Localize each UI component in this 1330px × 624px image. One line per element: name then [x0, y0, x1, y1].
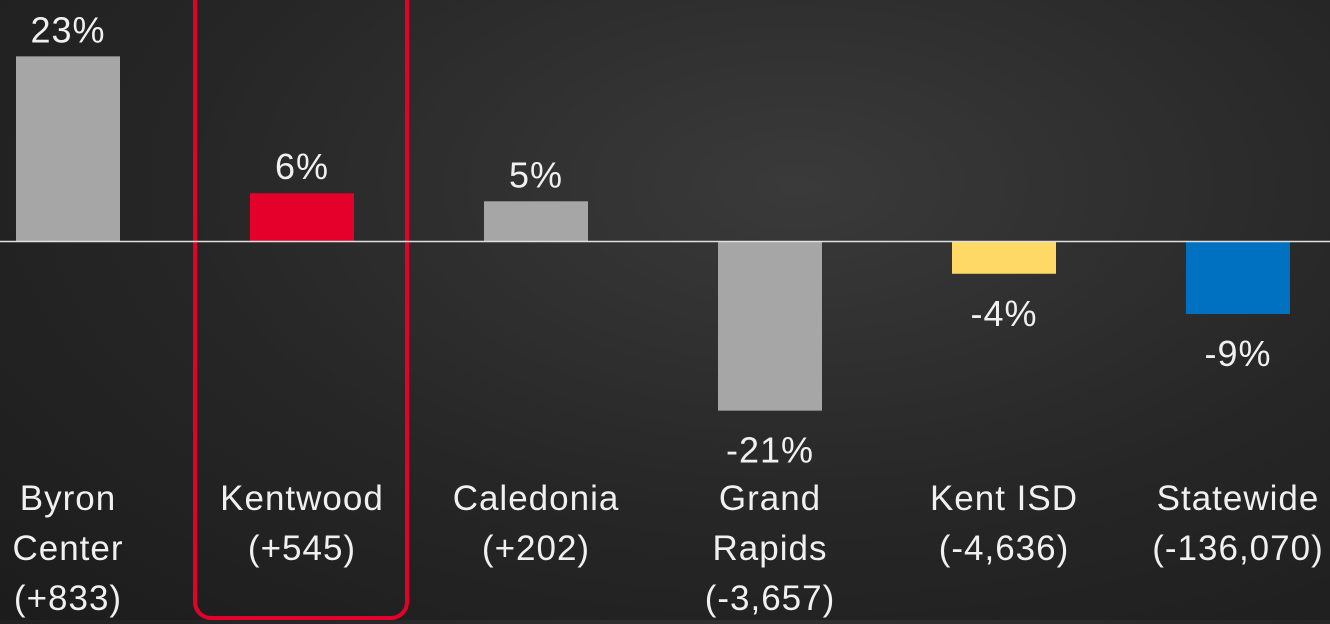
bar: [718, 241, 822, 411]
category-label: Grand Rapids (-3,657): [675, 474, 865, 624]
value-label: 5%: [509, 154, 563, 195]
category-name: Grand Rapids: [712, 479, 828, 568]
value-label: -9%: [1204, 333, 1271, 374]
category-name: Kent ISD: [929, 479, 1079, 518]
category-label: Statewide (-136,070): [1143, 474, 1330, 574]
category-name: Kentwood: [220, 479, 384, 518]
highlight-box: [193, 0, 409, 620]
value-label: 23%: [30, 9, 105, 50]
bar: [1186, 241, 1290, 315]
category-label: Byron Center (+833): [0, 474, 163, 624]
change-label: (+833): [13, 579, 123, 618]
category-label: Kent ISD (-4,636): [909, 474, 1099, 574]
category-name: Caledonia: [452, 479, 620, 518]
bar: [484, 201, 588, 242]
value-label: -4%: [970, 293, 1037, 334]
category-label: Kentwood (+545): [207, 474, 397, 574]
category-label: Caledonia (+202): [441, 474, 631, 574]
bar: [952, 241, 1056, 274]
bar: [16, 56, 120, 242]
value-label: -21%: [726, 430, 814, 471]
category-name: Statewide: [1156, 479, 1320, 518]
change-label: (-136,070): [1152, 529, 1324, 568]
change-label: (+202): [481, 529, 591, 568]
category-name: Byron Center: [12, 479, 124, 568]
change-label: (-3,657): [704, 579, 836, 618]
change-label: (+545): [247, 529, 357, 568]
bar: [250, 193, 354, 242]
change-label: (-4,636): [938, 529, 1070, 568]
value-label: 6%: [275, 146, 329, 187]
